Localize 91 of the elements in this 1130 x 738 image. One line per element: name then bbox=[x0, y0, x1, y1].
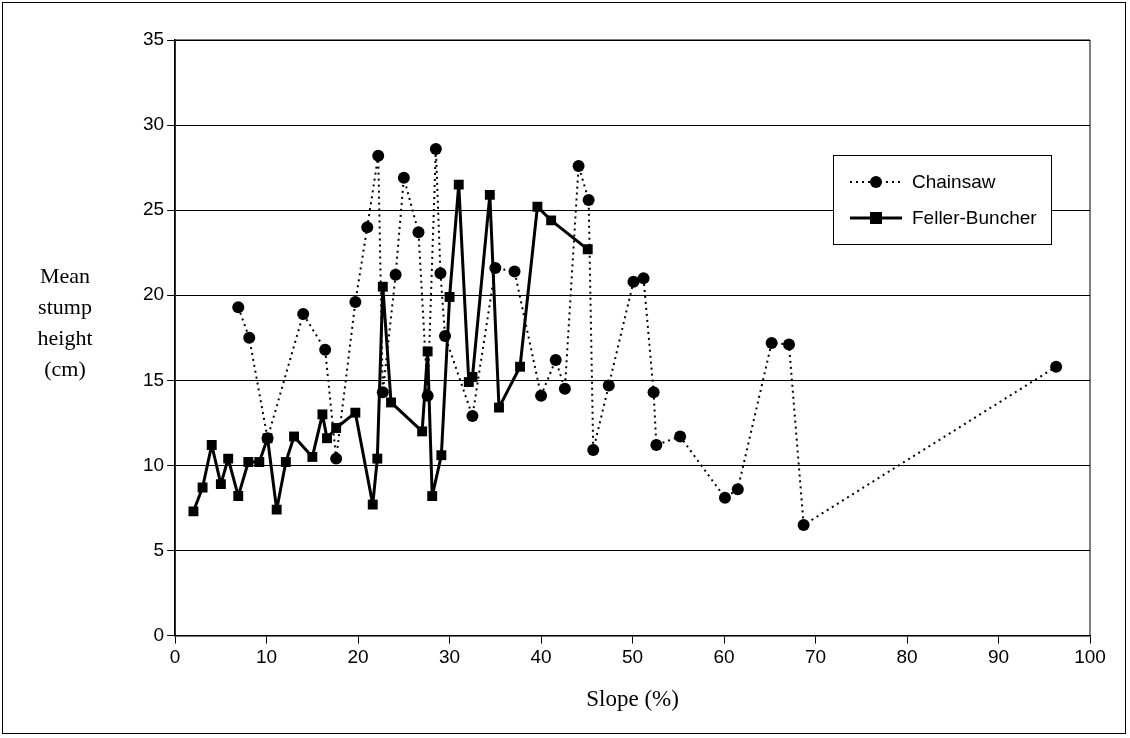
point bbox=[434, 267, 447, 280]
y-tick-label: 25 bbox=[142, 198, 165, 220]
y-tick-label: 20 bbox=[142, 283, 165, 305]
point bbox=[587, 444, 600, 457]
point bbox=[439, 330, 452, 343]
point bbox=[444, 292, 455, 302]
point bbox=[317, 409, 328, 420]
point bbox=[280, 457, 291, 467]
point bbox=[243, 331, 256, 344]
point bbox=[397, 171, 410, 184]
x-tick-label: 50 bbox=[622, 646, 644, 668]
legend-label: Chainsaw bbox=[912, 171, 996, 193]
point bbox=[783, 338, 796, 351]
point bbox=[602, 379, 615, 392]
point bbox=[674, 430, 687, 443]
point bbox=[349, 296, 362, 309]
point bbox=[331, 423, 342, 433]
point bbox=[508, 265, 521, 278]
point bbox=[377, 281, 388, 292]
point bbox=[637, 272, 650, 285]
x-tick-label: 30 bbox=[439, 646, 461, 668]
point bbox=[232, 301, 245, 314]
y-tick-label: 30 bbox=[142, 113, 165, 135]
point bbox=[494, 402, 504, 413]
point bbox=[215, 479, 226, 490]
point bbox=[549, 353, 562, 366]
point bbox=[532, 201, 543, 212]
point bbox=[367, 499, 378, 510]
point bbox=[572, 159, 585, 172]
y-tick-label: 0 bbox=[153, 623, 165, 645]
point bbox=[322, 433, 332, 444]
point bbox=[427, 491, 438, 502]
point bbox=[647, 386, 660, 399]
point bbox=[412, 226, 425, 239]
point bbox=[389, 268, 402, 281]
point bbox=[535, 389, 548, 402]
point bbox=[243, 457, 254, 467]
point bbox=[429, 142, 442, 155]
x-tick-label: 100 bbox=[1074, 646, 1106, 668]
x-tick-label: 10 bbox=[256, 646, 278, 668]
point bbox=[386, 397, 396, 408]
point bbox=[718, 491, 731, 504]
point bbox=[372, 149, 385, 162]
point bbox=[289, 431, 300, 442]
point bbox=[731, 483, 744, 496]
x-tick-label: 90 bbox=[987, 646, 1010, 668]
point bbox=[765, 336, 778, 349]
point bbox=[546, 215, 557, 226]
point bbox=[350, 407, 361, 418]
point bbox=[453, 179, 464, 190]
point bbox=[1050, 360, 1063, 373]
point bbox=[330, 452, 343, 465]
x-tick-label: 70 bbox=[804, 646, 827, 668]
point bbox=[233, 491, 244, 502]
point bbox=[254, 457, 265, 467]
point bbox=[489, 262, 502, 275]
point bbox=[307, 451, 318, 462]
point bbox=[650, 439, 663, 452]
point bbox=[271, 504, 282, 515]
x-tick-label: 0 bbox=[169, 646, 181, 668]
point bbox=[297, 307, 310, 320]
y-axis-title: Mean stump height (cm) bbox=[36, 262, 94, 383]
y-tick-label: 5 bbox=[153, 538, 165, 560]
y-tick-label: 10 bbox=[142, 453, 165, 475]
x-tick-label: 20 bbox=[347, 646, 369, 668]
point bbox=[558, 382, 571, 395]
point bbox=[582, 244, 593, 255]
x-tick-label: 60 bbox=[713, 646, 735, 668]
point bbox=[361, 221, 374, 234]
point bbox=[206, 440, 217, 450]
point bbox=[582, 193, 595, 206]
point bbox=[417, 426, 428, 437]
point bbox=[319, 343, 332, 356]
point bbox=[188, 506, 199, 517]
point bbox=[797, 518, 810, 531]
point bbox=[372, 453, 383, 464]
point bbox=[223, 453, 234, 464]
point bbox=[436, 450, 447, 461]
point bbox=[197, 482, 208, 493]
y-tick-label: 35 bbox=[142, 28, 165, 50]
legend-label: Feller-Buncher bbox=[912, 207, 1037, 229]
x-axis-title: Slope (%) bbox=[586, 686, 679, 712]
point bbox=[515, 361, 525, 372]
y-tick-label: 15 bbox=[142, 368, 165, 390]
point bbox=[627, 275, 640, 288]
point bbox=[466, 410, 479, 423]
point bbox=[421, 389, 434, 402]
x-tick-label: 80 bbox=[896, 646, 918, 668]
point bbox=[376, 386, 389, 399]
point bbox=[484, 189, 495, 200]
x-tick-label: 40 bbox=[530, 646, 552, 668]
